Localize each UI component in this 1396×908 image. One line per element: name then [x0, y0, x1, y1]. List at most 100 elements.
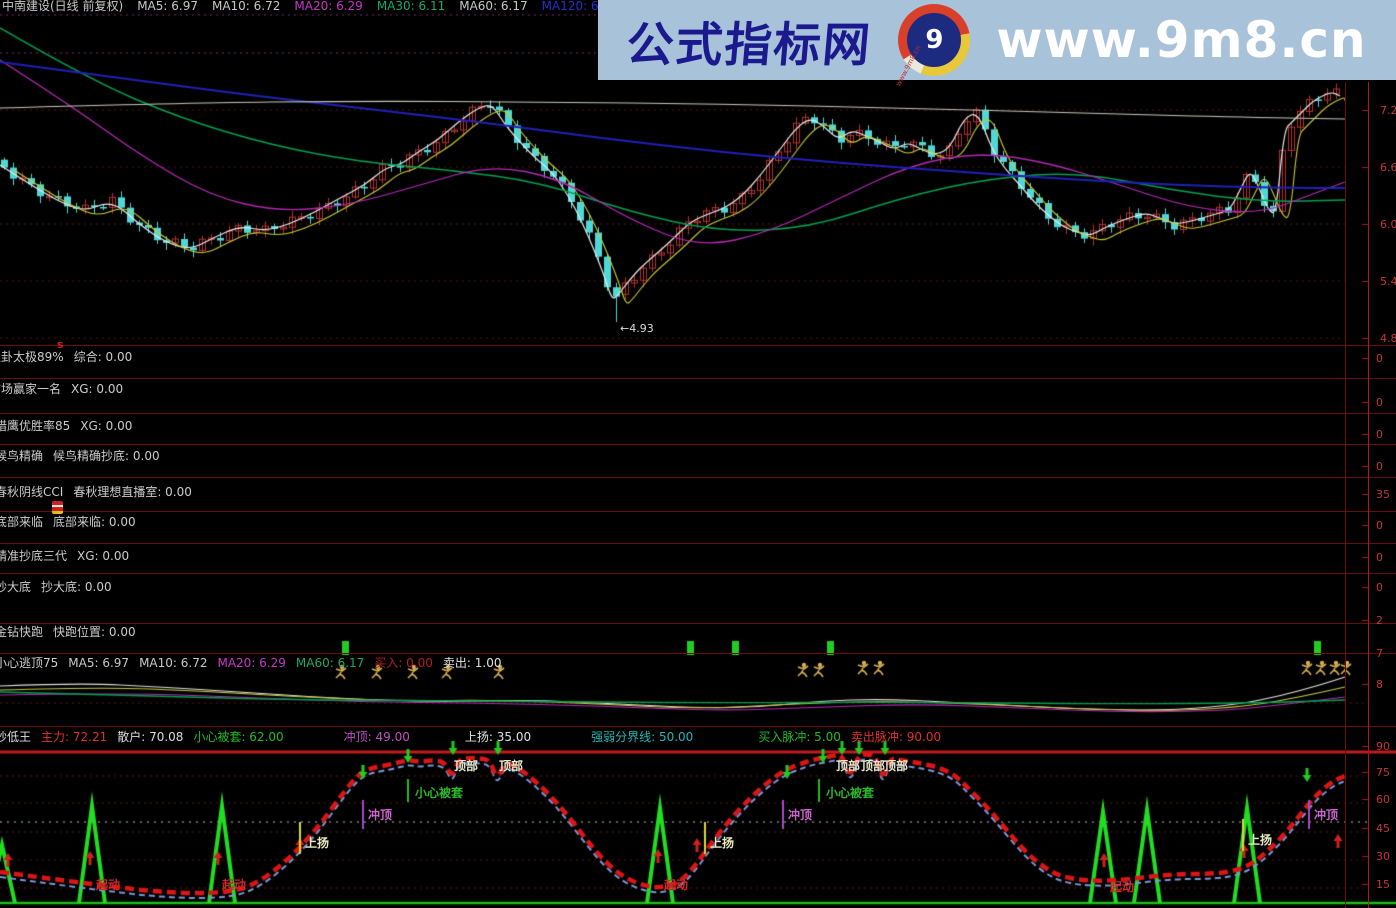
panel-separator	[0, 378, 1396, 379]
bottom-flag-icon	[52, 501, 63, 514]
header-ma-item: MA30: 6.11	[376, 0, 446, 13]
panel-label-segment: 快跑位置: 0.00	[53, 625, 136, 639]
panel-label-chao-diwang[interactable]: 炒低王 主力: 72.21 散户: 70.08 小心被套: 62.00 冲顶: 49.0…	[0, 730, 941, 744]
panel-label-dibu-lailin[interactable]: 底部来临 底部来临: 0.00	[0, 515, 136, 529]
panel-separator	[0, 726, 1396, 727]
annotation-qidong: 起动	[664, 878, 689, 892]
axis-label-diwang: 60	[1376, 793, 1390, 806]
right-axis-line	[1345, 82, 1346, 908]
panel-label-segment: 抄大底	[0, 580, 32, 594]
panel-label-xiaoxin-taoding75[interactable]: 小心逃顶75 MA5: 6.97 MA10: 6.72 MA20: 6.29 MA60:…	[0, 656, 501, 670]
stock-title: 中南建设(日线 前复权)	[2, 0, 124, 13]
axis-label-panel: 0	[1376, 396, 1383, 409]
axis-label-diwang: 75	[1376, 766, 1390, 779]
panel-label-segment: 综合: 0.00	[73, 350, 133, 364]
panel-separator	[0, 444, 1396, 445]
panel-separator	[0, 653, 1396, 654]
axis-label-main: 6.6	[1380, 161, 1396, 174]
annotation-dingbu: 顶部	[836, 759, 861, 773]
annotation-xiaoxin-beitao: 小心被套	[826, 786, 875, 800]
header-ma-item: MA5: 6.97	[137, 0, 198, 13]
watermark-banner: 公式指标网 9 www.9m8.cn www.9m8.cn	[598, 0, 1396, 88]
axis-label-panel: 0	[1376, 352, 1383, 365]
axis-label-panel: 7	[1376, 647, 1383, 660]
annotation-xiaoxin-beitao: 小心被套	[415, 786, 464, 800]
panel-label-shichang-yingjia[interactable]: 市场赢家一名 XG: 0.00	[0, 382, 124, 396]
header-ma-item: MA60: 6.17	[459, 0, 528, 13]
panel-label-segment: 上扬: 35.00	[464, 730, 532, 744]
panel-label-segment: 春秋理想直播室: 0.00	[73, 485, 192, 499]
panel-label-segment: 买入: 0.00	[374, 656, 433, 670]
annotation-shangyang: 上扬	[305, 836, 330, 850]
site-logo-glyph: 9	[907, 13, 962, 67]
panel-label-segment: 主力: 72.21	[41, 730, 108, 744]
panel-label-segment: 金钻快跑	[0, 625, 44, 639]
panel-separator	[0, 345, 1396, 346]
panel-separator	[0, 573, 1396, 574]
panel-separator	[0, 511, 1396, 512]
panel-label-segment: 买入脉冲: 5.00	[758, 730, 841, 744]
axis-label-panel: 0	[1376, 460, 1383, 473]
axis-label-diwang: 45	[1376, 822, 1390, 835]
panel-label-chunqiu-cci[interactable]: 春秋阴线CCI 春秋理想直播室: 0.00	[0, 485, 192, 499]
panel-label-segment: 底部来临: 0.00	[53, 515, 136, 529]
watermark-url[interactable]: www.9m8.cn	[996, 11, 1367, 69]
panel-label-segment: 抄大底: 0.00	[41, 580, 112, 594]
panel-label-segment: XG: 0.00	[77, 549, 130, 563]
panel-label-segment: 小心被套: 62.00	[193, 730, 284, 744]
panel-label-jingzhun-chaodi[interactable]: 精准抄底三代 XG: 0.00	[0, 549, 130, 563]
axis-label-main: 4.8	[1380, 332, 1396, 345]
annotation-dingbu: 顶部	[454, 759, 479, 773]
axis-label-panel: 0	[1376, 428, 1383, 441]
panel-separator	[0, 413, 1396, 414]
panel-label-houniao[interactable]: 候鸟精确 候鸟精确抄底: 0.00	[0, 449, 160, 463]
annotation-dingbu: 顶部	[884, 759, 909, 773]
panel-label-segment: 候鸟精确抄底: 0.00	[53, 449, 160, 463]
annotation-shangyang: 上扬	[710, 836, 735, 850]
axis-label-panel: 35	[1376, 488, 1390, 501]
axis-label-main: 7.2	[1380, 104, 1396, 117]
panel-separator	[0, 477, 1396, 478]
annotation-qidong: 起动	[96, 878, 121, 892]
panel-label-segment: XG: 0.00	[80, 419, 133, 433]
panel-label-bagua-taiji[interactable]: 八卦太极89% 综合: 0.00	[0, 350, 133, 364]
annotation-chongding: 冲顶	[1314, 808, 1339, 822]
axis-label-diwang: 90	[1376, 740, 1390, 753]
axis-label-panel: 0	[1376, 581, 1383, 594]
panel-label-segment: 市场赢家一名	[0, 382, 62, 396]
panel-label-segment: 候鸟精确	[0, 449, 44, 463]
panel-label-segment: MA20: 6.29	[217, 656, 286, 670]
s-signal-marker: s	[57, 338, 64, 351]
annotation-qidong: 起动	[1110, 880, 1135, 894]
panel-label-segment: 炒低王	[0, 730, 32, 744]
annotation-qidong: 起动	[222, 878, 247, 892]
axis-label-diwang: 30	[1376, 850, 1390, 863]
panel-label-segment: 散户: 70.08	[117, 730, 184, 744]
panel-label-segment: MA10: 6.72	[139, 656, 208, 670]
panel-label-segment: 八卦太极89%	[0, 350, 64, 364]
annotation-chongding: 冲顶	[788, 808, 813, 822]
annotation-dingbu: 顶部	[499, 759, 524, 773]
annotation-chongding: 冲顶	[368, 808, 393, 822]
axis-label-panel: 0	[1376, 519, 1383, 532]
panel-label-segment: 小心逃顶75	[0, 656, 59, 670]
right-axis-line	[1368, 82, 1369, 908]
panel-label-segment: XG: 0.00	[71, 382, 124, 396]
panel-label-segment: 春秋阴线CCI	[0, 485, 64, 499]
panel-separator	[0, 543, 1396, 544]
axis-label-main: 6.0	[1380, 218, 1396, 231]
watermark-site-name: 公式指标网	[624, 17, 875, 73]
axis-label-panel: 2	[1376, 614, 1383, 627]
panel-separator	[0, 623, 1396, 624]
axis-label-main: 5.4	[1380, 275, 1396, 288]
axis-label-panel: 8	[1376, 678, 1383, 691]
axis-label-diwang: 15	[1376, 878, 1390, 891]
annotation-shangyang: 上扬	[1248, 833, 1273, 847]
panel-label-segment: 精准抄底三代	[0, 549, 68, 563]
panel-label-lieying[interactable]: 猎鹰优胜率85 XG: 0.00	[0, 419, 133, 433]
low-price-label: ←4.93	[620, 322, 654, 335]
panel-label-jinzuan-kuaipao[interactable]: 金钻快跑 快跑位置: 0.00	[0, 625, 136, 639]
panel-label-chao-dadi[interactable]: 抄大底 抄大底: 0.00	[0, 580, 112, 594]
